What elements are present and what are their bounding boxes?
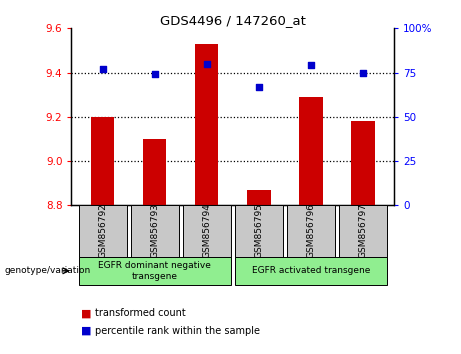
- Bar: [91, 117, 114, 205]
- Point: [151, 72, 159, 77]
- FancyBboxPatch shape: [183, 205, 230, 257]
- Point: [99, 66, 106, 72]
- Bar: [299, 97, 323, 205]
- Text: GSM856793: GSM856793: [150, 204, 159, 258]
- Text: EGFR activated transgene: EGFR activated transgene: [252, 266, 370, 275]
- FancyBboxPatch shape: [235, 257, 387, 285]
- Title: GDS4496 / 147260_at: GDS4496 / 147260_at: [160, 14, 306, 27]
- Text: EGFR dominant negative
transgene: EGFR dominant negative transgene: [98, 261, 211, 281]
- FancyBboxPatch shape: [339, 205, 387, 257]
- Point: [203, 61, 211, 67]
- Point: [359, 70, 366, 75]
- Point: [307, 63, 314, 68]
- Bar: [247, 190, 271, 205]
- Bar: [195, 44, 219, 205]
- Point: [255, 84, 262, 90]
- Bar: [143, 139, 166, 205]
- Text: GSM856797: GSM856797: [358, 204, 367, 258]
- Text: ■: ■: [81, 326, 91, 336]
- FancyBboxPatch shape: [79, 257, 230, 285]
- Text: percentile rank within the sample: percentile rank within the sample: [95, 326, 260, 336]
- Bar: [351, 121, 375, 205]
- FancyBboxPatch shape: [79, 205, 127, 257]
- Text: genotype/variation: genotype/variation: [5, 266, 91, 275]
- Text: GSM856794: GSM856794: [202, 204, 211, 258]
- FancyBboxPatch shape: [235, 205, 283, 257]
- FancyBboxPatch shape: [287, 205, 335, 257]
- Text: transformed count: transformed count: [95, 308, 185, 318]
- Text: GSM856795: GSM856795: [254, 204, 263, 258]
- FancyBboxPatch shape: [131, 205, 179, 257]
- Text: GSM856796: GSM856796: [307, 204, 315, 258]
- Text: ■: ■: [81, 308, 91, 318]
- Text: GSM856792: GSM856792: [98, 204, 107, 258]
